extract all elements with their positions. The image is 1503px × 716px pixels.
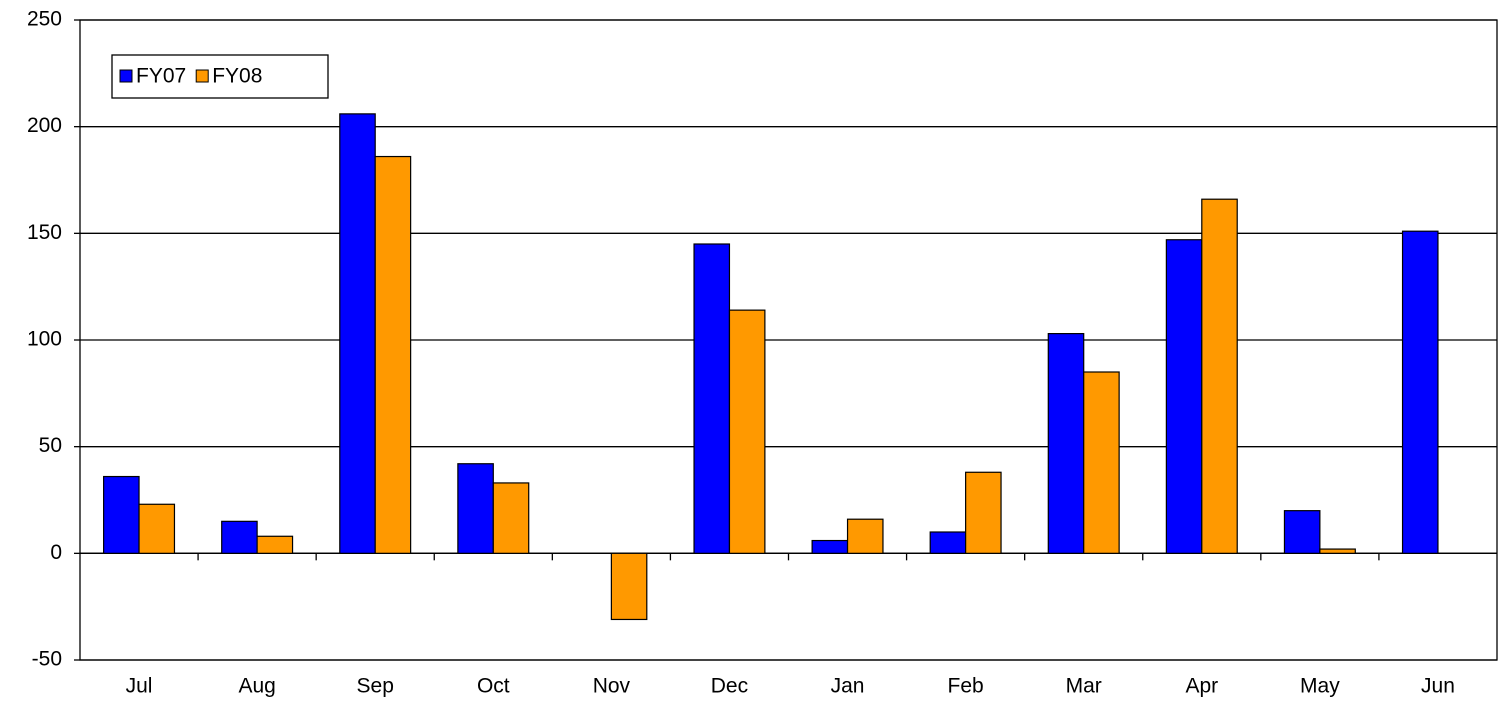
bar: [811, 539, 849, 554]
x-tick-label: Jan: [831, 675, 865, 698]
x-tick-label: Feb: [948, 675, 984, 698]
bar: [610, 552, 648, 621]
y-tick-label: 150: [27, 221, 62, 244]
legend-label: FY07: [136, 65, 186, 88]
bar: [1083, 371, 1120, 554]
x-tick-label: Sep: [357, 675, 394, 698]
y-tick-label: 0: [50, 541, 62, 564]
x-tick-label: Aug: [238, 675, 275, 698]
x-tick-label: Dec: [711, 675, 748, 698]
bar: [1201, 198, 1238, 554]
bar: [256, 535, 294, 554]
y-tick-label: -50: [32, 648, 62, 671]
y-tick-label: 250: [27, 8, 62, 31]
plot-border: [79, 19, 1498, 661]
y-tick-label: 100: [27, 328, 62, 351]
bar: [965, 471, 1002, 554]
legend-swatch: [119, 69, 133, 83]
x-tick-label: Nov: [593, 675, 631, 698]
bar: [457, 463, 494, 554]
x-tick-label: May: [1300, 675, 1340, 698]
legend-label: FY08: [212, 65, 262, 88]
y-tick-label: 50: [39, 434, 62, 457]
bar: [929, 531, 967, 554]
bar: [374, 155, 412, 554]
bar: [1165, 239, 1203, 554]
legend-swatch: [195, 69, 209, 83]
x-tick-label: Jun: [1421, 675, 1455, 698]
bar: [728, 309, 766, 554]
bar: [1319, 548, 1356, 554]
bar: [1401, 230, 1439, 554]
bar: [138, 503, 176, 554]
x-tick-label: Jul: [126, 675, 153, 698]
bar: [221, 520, 258, 554]
legend-box: [111, 54, 329, 99]
bar: [1047, 333, 1085, 554]
bar: [103, 475, 140, 554]
bar: [492, 482, 530, 554]
bar: [1283, 510, 1321, 554]
x-tick-label: Mar: [1066, 675, 1102, 698]
x-tick-label: Oct: [477, 675, 510, 698]
bar: [339, 113, 376, 554]
bar: [693, 243, 731, 554]
x-tick-label: Apr: [1185, 675, 1218, 698]
y-tick-label: 200: [27, 114, 62, 137]
bar: [846, 518, 884, 554]
